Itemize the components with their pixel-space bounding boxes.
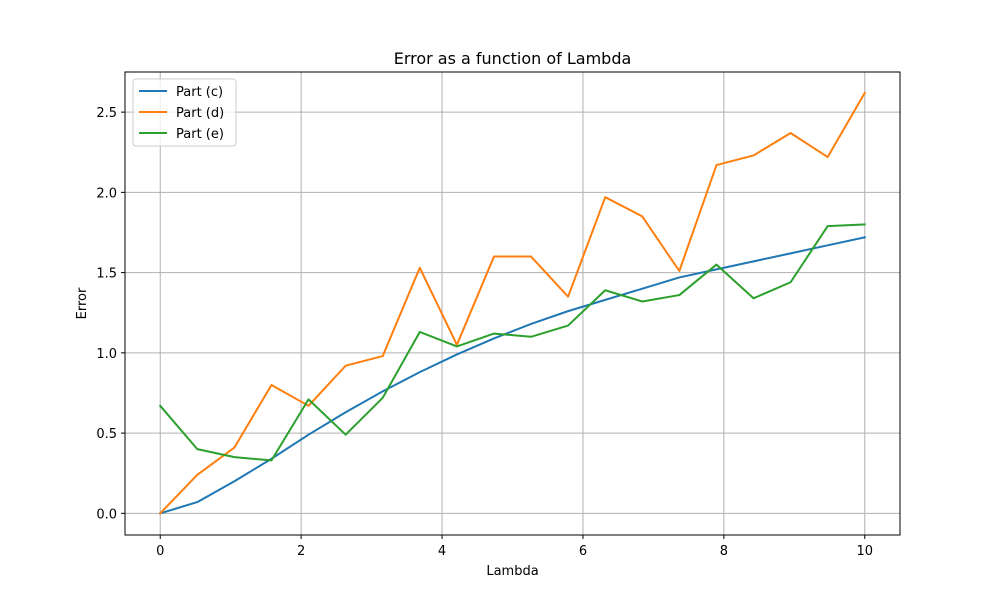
series-line-part-e <box>158 223 866 462</box>
y-tick-label: 1.5 <box>96 267 117 282</box>
ticks: 0 2 4 6 8 10 0.0 0.5 1.0 1.5 2.0 2.5 <box>96 106 873 559</box>
y-tick-label: 0.0 <box>96 507 117 522</box>
legend-label-part-d: Part (d) <box>176 106 224 121</box>
x-tick-label: 6 <box>579 544 587 559</box>
y-tick-label: 2.0 <box>96 186 117 201</box>
x-tick-label: 0 <box>156 544 164 559</box>
legend-box <box>132 78 237 147</box>
x-axis-label: Lambda <box>486 564 538 579</box>
x-tick-label: 10 <box>856 544 873 559</box>
chart-title: Error as a function of Lambda <box>394 49 632 68</box>
grid <box>125 72 900 535</box>
series-layer <box>158 91 867 515</box>
y-tick-label: 2.5 <box>96 106 117 121</box>
y-tick-label: 0.5 <box>96 427 117 442</box>
series-line-part-c <box>158 236 866 515</box>
legend-label-part-c: Part (c) <box>176 85 223 100</box>
y-tick-label: 1.0 <box>96 347 117 362</box>
legend-label-part-e: Part (e) <box>176 127 224 142</box>
x-tick-label: 2 <box>297 544 305 559</box>
y-axis-label: Error <box>75 287 90 319</box>
series-line-part-d <box>158 91 867 515</box>
legend: Part (c) Part (d) Part (e) <box>132 78 237 147</box>
plot-frame <box>124 71 901 536</box>
x-tick-label: 8 <box>720 544 728 559</box>
x-tick-label: 4 <box>438 544 446 559</box>
